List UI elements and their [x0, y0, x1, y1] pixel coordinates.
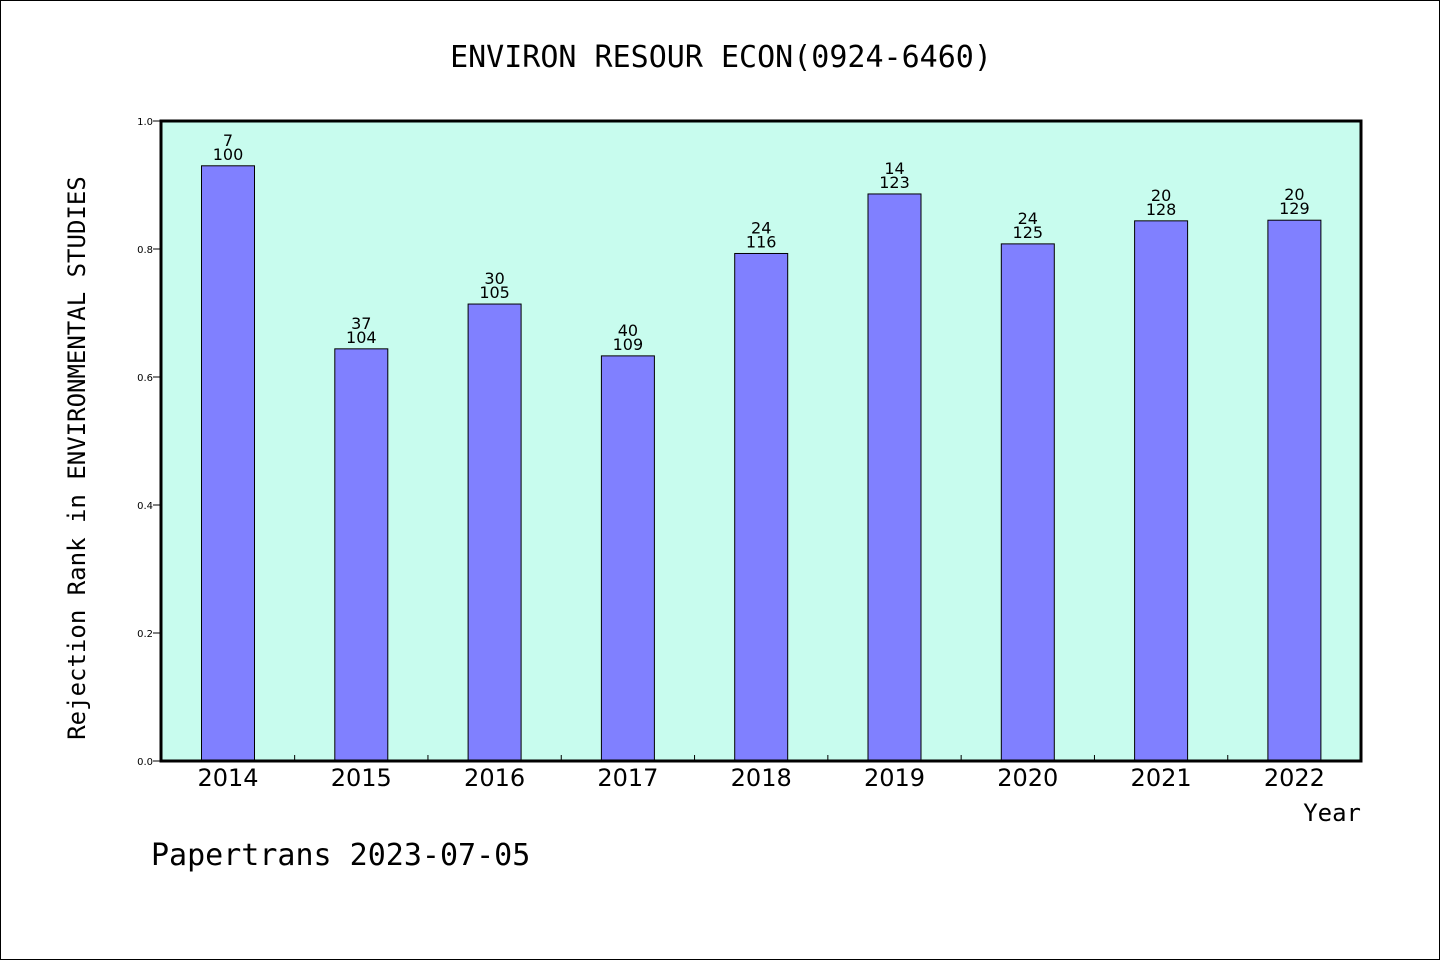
- bar-2019: [868, 194, 921, 761]
- y-tick-label: 0.0: [137, 757, 153, 768]
- bar-total-label: 123: [879, 173, 910, 192]
- x-tick-label: 2016: [464, 764, 525, 792]
- bar-total-label: 100: [213, 145, 244, 164]
- bar-total-label: 125: [1013, 223, 1044, 242]
- y-tick-label: 0.2: [137, 629, 153, 640]
- bar-total-label: 109: [613, 335, 644, 354]
- bar-total-label: 104: [346, 328, 377, 347]
- x-tick-label: 2019: [864, 764, 925, 792]
- y-tick-label: 0.8: [137, 245, 153, 256]
- bar-2015: [335, 349, 388, 761]
- x-tick-label: 2014: [197, 764, 258, 792]
- y-tick-label: 0.6: [137, 373, 153, 384]
- x-tick-label: 2017: [597, 764, 658, 792]
- chart-title: ENVIRON RESOUR ECON(0924-6460): [450, 40, 992, 75]
- x-tick-label: 2015: [331, 764, 392, 792]
- bar-total-label: 129: [1279, 199, 1310, 218]
- bar-2020: [1001, 244, 1054, 761]
- y-tick-label: 1.0: [137, 117, 153, 128]
- y-tick-label: 0.4: [137, 501, 153, 512]
- bar-2016: [468, 304, 521, 761]
- y-axis: 0.0 0.2 0.4 0.6 0.8 1.0: [137, 117, 161, 768]
- chart-frame: ENVIRON RESOUR ECON(0924-6460) 0.0 0.2 0.4…: [0, 0, 1440, 960]
- bar-chart: ENVIRON RESOUR ECON(0924-6460) 0.0 0.2 0.4…: [1, 1, 1440, 961]
- x-tick-label: 2022: [1264, 764, 1325, 792]
- bar-2022: [1268, 220, 1321, 761]
- bar-2014: [202, 166, 255, 761]
- footer-text: Papertrans 2023-07-05: [151, 838, 530, 873]
- y-axis-label: Rejection Rank in ENVIRONMENTAL STUDIES: [63, 176, 91, 740]
- x-tick-label: 2020: [997, 764, 1058, 792]
- bar-2017: [601, 356, 654, 761]
- bar-total-label: 105: [479, 283, 510, 302]
- x-axis-label: Year: [1303, 799, 1361, 827]
- bar-2021: [1135, 221, 1188, 761]
- bar-total-label: 128: [1146, 200, 1177, 219]
- bar-2018: [735, 253, 788, 761]
- x-tick-label: 2018: [731, 764, 792, 792]
- bar-total-label: 116: [746, 232, 777, 251]
- x-tick-label: 2021: [1131, 764, 1192, 792]
